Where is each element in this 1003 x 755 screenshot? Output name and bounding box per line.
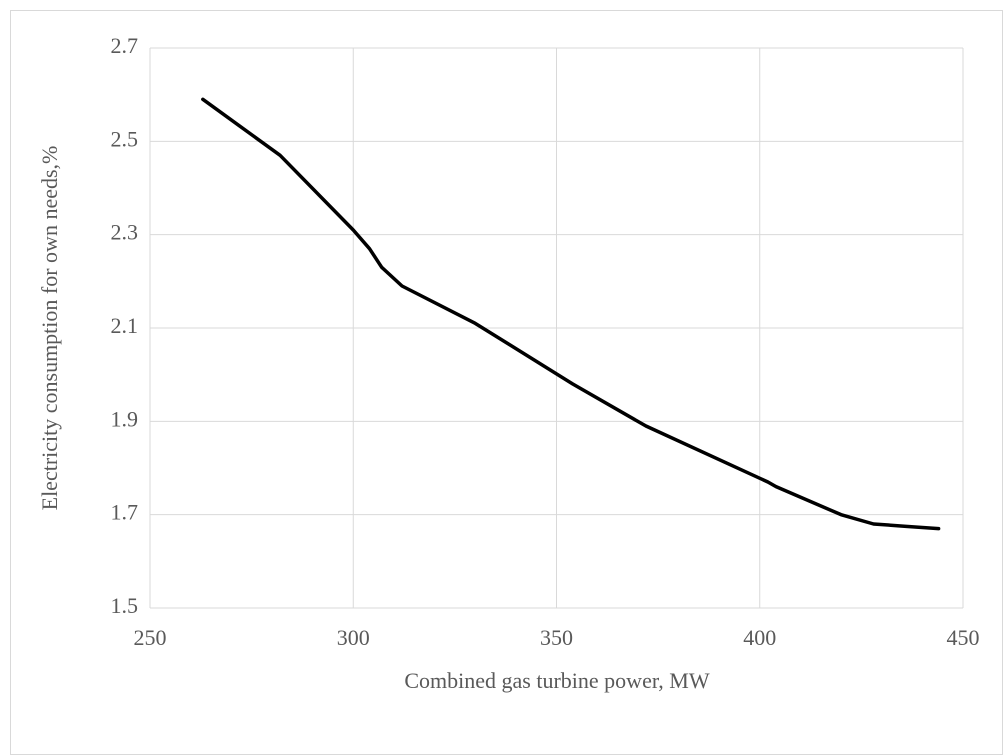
data-line [201, 97, 941, 531]
y-tick-label: 2.1 [111, 313, 139, 338]
x-axis-label: Combined gas turbine power, MW [404, 668, 709, 693]
y-tick-label: 2.3 [111, 220, 139, 245]
x-tick-label: 400 [743, 625, 776, 650]
y-tick-label: 1.9 [111, 406, 139, 431]
y-tick-label: 2.7 [111, 33, 139, 58]
x-tick-label: 300 [337, 625, 370, 650]
x-tick-label: 350 [540, 625, 573, 650]
y-axis-label: Electricity consumption for own needs,% [37, 146, 62, 511]
y-tick-label: 1.7 [111, 500, 139, 525]
x-tick-label: 250 [134, 625, 167, 650]
y-tick-label: 2.5 [111, 126, 139, 151]
chart-border [10, 10, 1003, 755]
x-tick-label: 450 [947, 625, 980, 650]
y-tick-label: 1.5 [111, 593, 139, 618]
